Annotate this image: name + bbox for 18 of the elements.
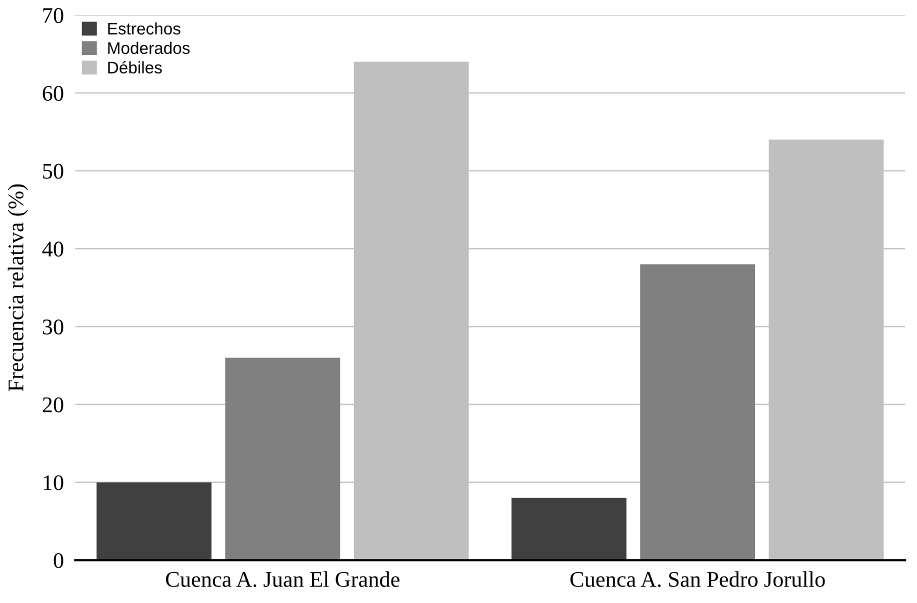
- y-tick-label: 50: [43, 164, 64, 179]
- y-tick-label: 30: [42, 320, 64, 334]
- y-tick-label: 70: [43, 8, 64, 24]
- legend-label: Débiles: [108, 61, 162, 74]
- bar: [96, 482, 212, 560]
- x-tick-label: Cuenca A. Juan El Grande: [166, 571, 400, 588]
- y-tick-label: 20: [42, 397, 64, 412]
- legend-label: Moderados: [108, 42, 190, 54]
- y-tick-label: 10: [44, 475, 64, 490]
- y-tick-label: 40: [42, 242, 64, 257]
- x-tick-label: Cuenca A. San Pedro Jorullo: [570, 571, 825, 588]
- y-tick-label: 0: [54, 553, 64, 568]
- y-axis-title: Frecuencia relativa (%): [8, 184, 28, 392]
- y-tick-label: 60: [42, 86, 64, 101]
- bar: [640, 264, 756, 560]
- legend-label: Estrechos: [108, 22, 180, 35]
- bar: [512, 498, 626, 560]
- bar: [225, 358, 340, 560]
